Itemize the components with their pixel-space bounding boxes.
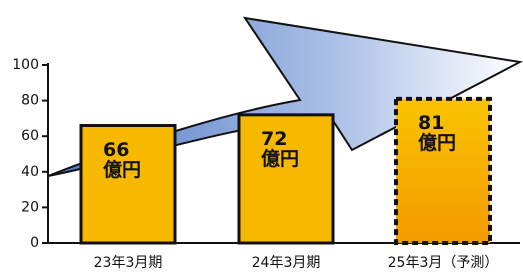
x-tick-label: 24年3月期 (252, 255, 321, 271)
x-tick-label: 25年3月（予測） (388, 255, 499, 271)
chart: 0 20 40 60 80 100 23年3月期 24年3月期 25年3月（予測） 66 億円 7… (0, 0, 523, 275)
value-label: 81 億円 (418, 113, 456, 153)
y-tick-label: 20 (21, 199, 39, 215)
y-tick-label: 60 (21, 128, 39, 144)
value-label: 66 億円 (103, 140, 141, 180)
value-label: 72 億円 (261, 129, 299, 169)
y-tick-label: 100 (12, 57, 39, 73)
x-tick-label: 23年3月期 (94, 255, 163, 271)
y-tick-label: 80 (21, 93, 39, 109)
y-tick-label: 40 (21, 164, 39, 180)
y-tick-label: 0 (30, 235, 39, 251)
